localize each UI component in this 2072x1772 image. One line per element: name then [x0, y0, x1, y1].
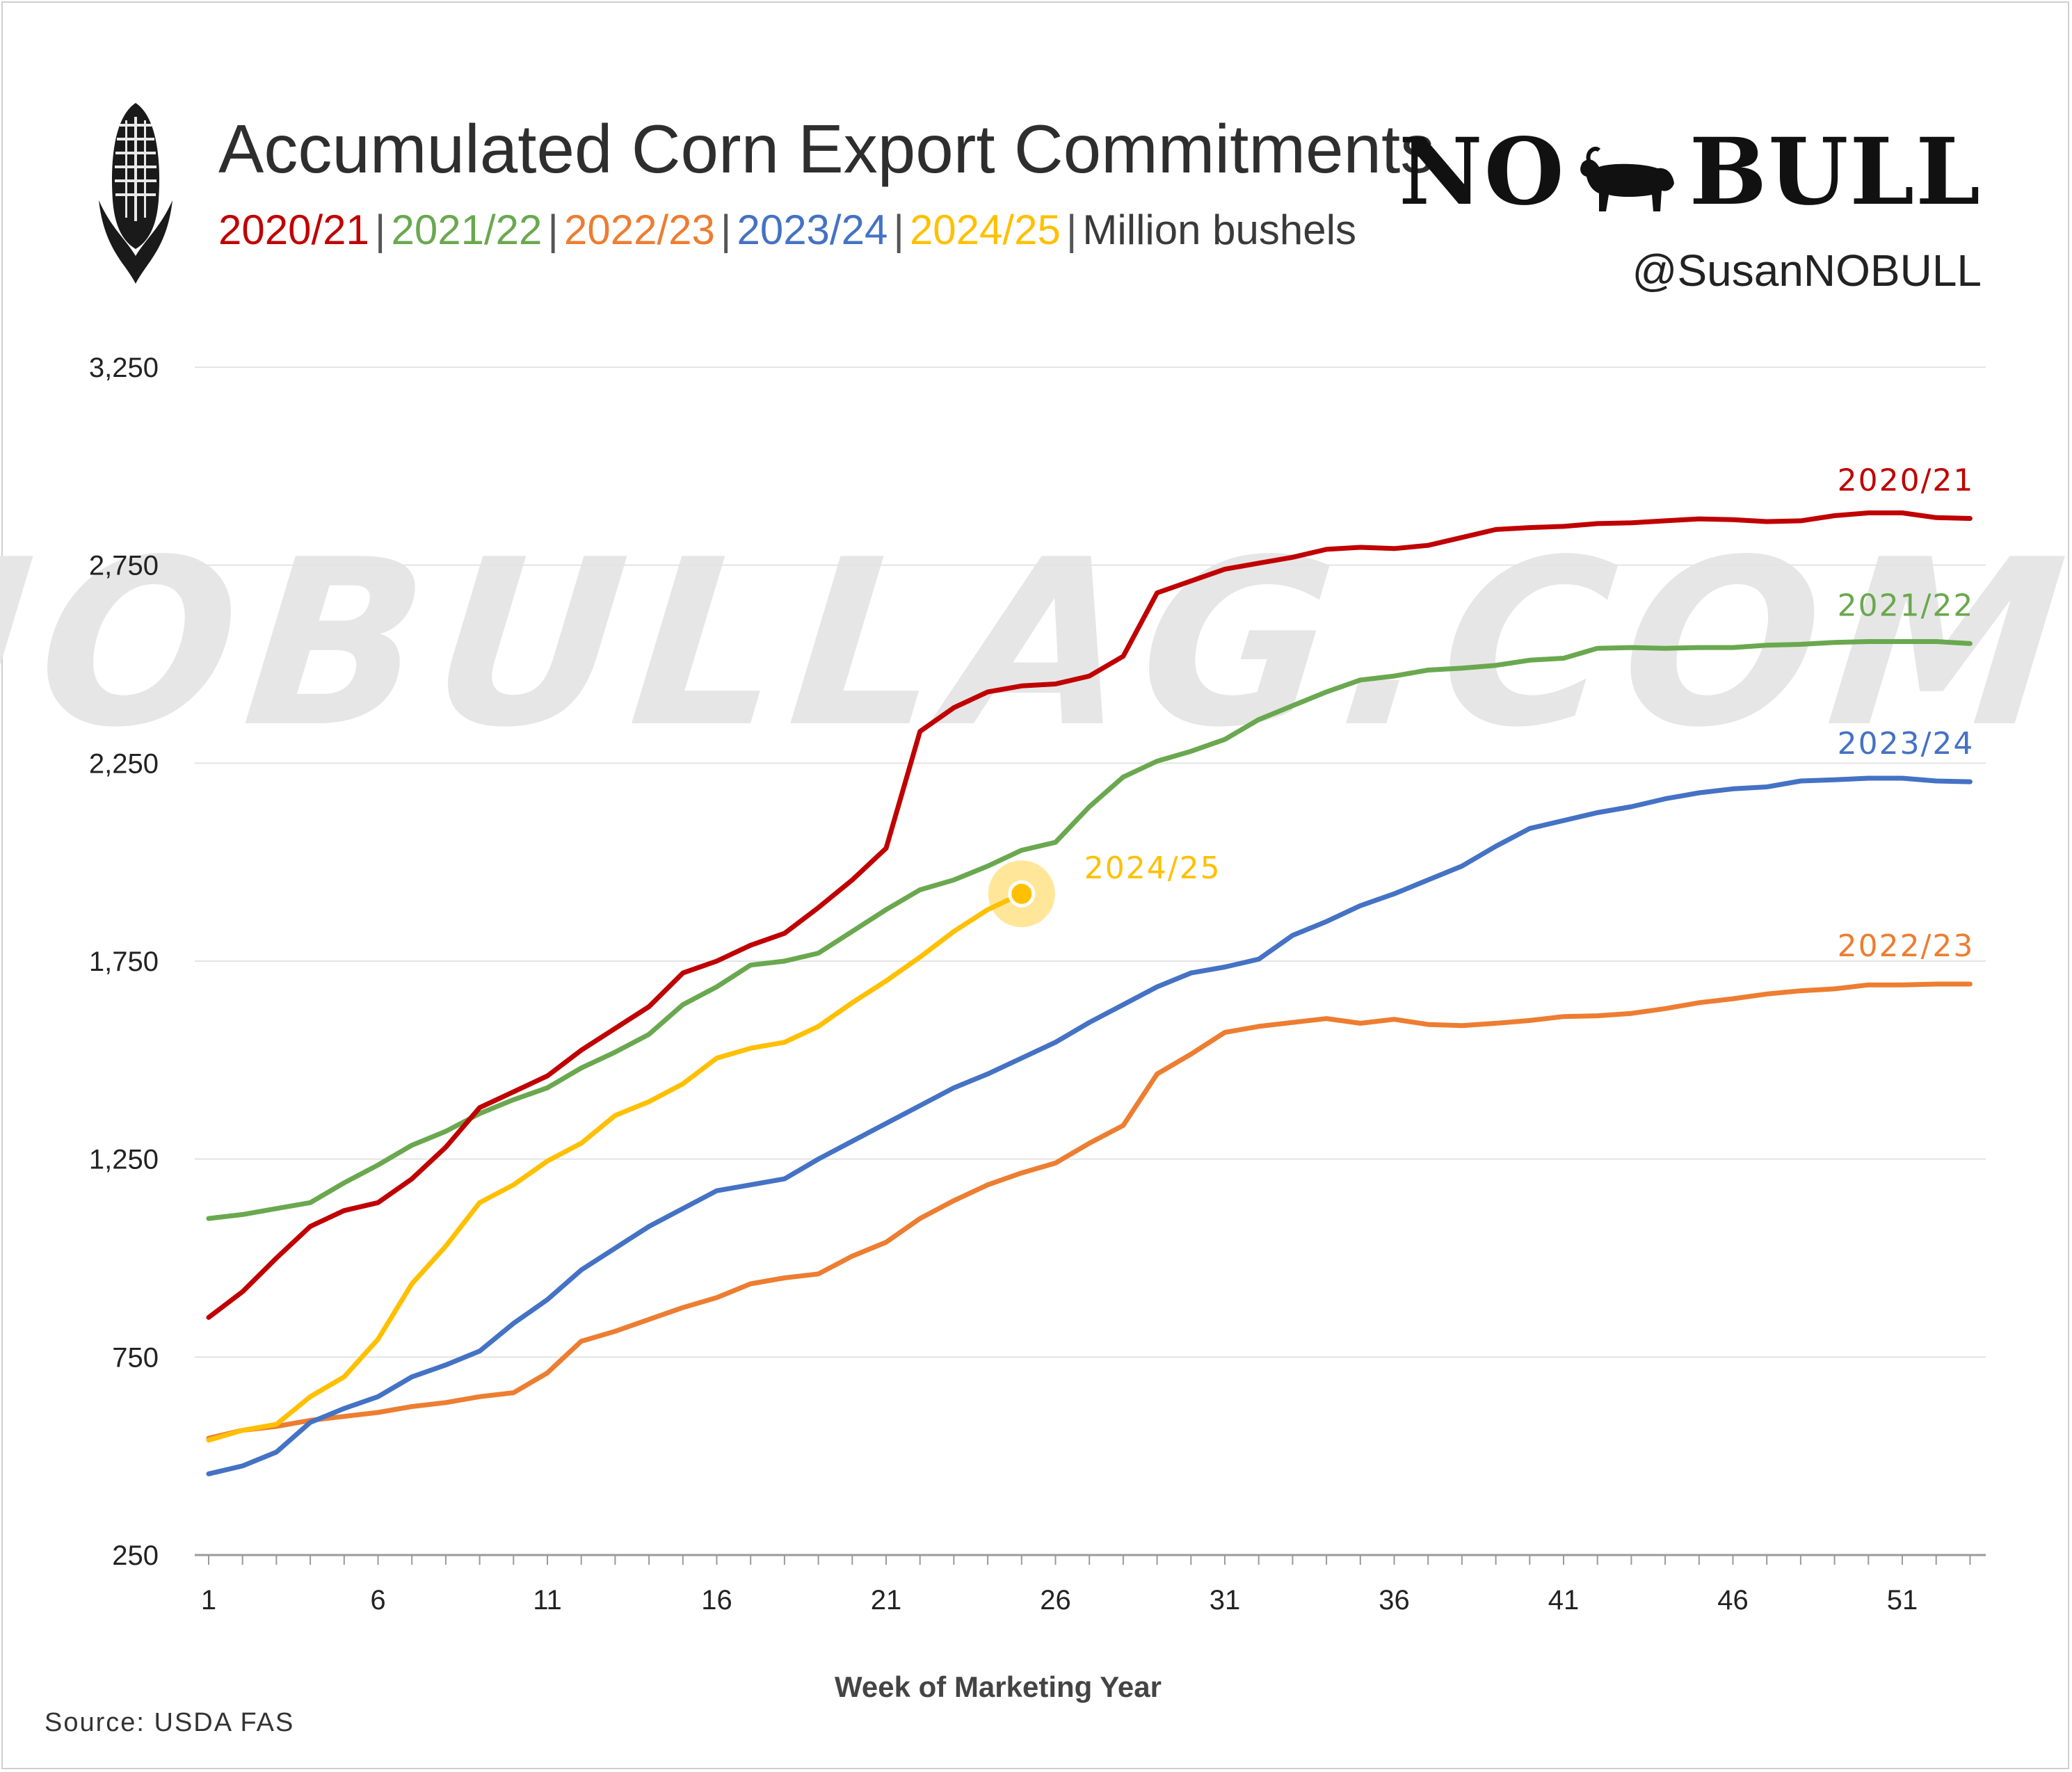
- bull-icon: [1580, 146, 1674, 211]
- subtitle-separator: |: [547, 207, 559, 253]
- series-line-2024-25: [206, 891, 1025, 1443]
- series-label-2020-21: 2020/21: [1838, 462, 1975, 498]
- corn-icon: [99, 103, 172, 284]
- y-tick-label: 750: [112, 1342, 159, 1373]
- x-tick-label: 26: [1040, 1585, 1071, 1616]
- y-tick-label: 1,750: [89, 947, 159, 977]
- subtitle-season-2021-22: 2021/22: [391, 207, 543, 253]
- x-axis-title: Week of Marketing Year: [835, 1670, 1162, 1703]
- series-lines: [206, 510, 1973, 1476]
- y-tick-label: 3,250: [89, 353, 159, 383]
- subtitle-season-2022-23: 2022/23: [563, 207, 715, 253]
- series-line-2020-21: [206, 510, 1973, 1320]
- subtitle-separator: |: [893, 207, 904, 253]
- social-handle: @SusanNOBULL: [1632, 245, 1982, 296]
- y-tick-label: 2,750: [89, 551, 159, 581]
- y-tick-label: 1,250: [89, 1145, 159, 1175]
- series-line-2023-24: [206, 775, 1973, 1476]
- logo-text-no: NO: [1399, 118, 1566, 226]
- x-tick-label: 41: [1548, 1585, 1580, 1616]
- x-tick-label: 21: [871, 1585, 902, 1616]
- y-tick-label: 250: [112, 1540, 159, 1571]
- latest-point-marker: [1008, 880, 1036, 908]
- subtitle-units: Million bushels: [1082, 207, 1356, 253]
- x-tick-label: 31: [1210, 1585, 1241, 1616]
- series-line-2021-22: [206, 639, 1973, 1221]
- subtitle-separator: |: [1066, 207, 1077, 253]
- y-tick-label: 2,250: [89, 748, 159, 779]
- series-labels: 2020/21 2021/22 2022/23 2023/24 2024/25: [1084, 462, 1975, 964]
- x-tick-label: 11: [533, 1585, 562, 1616]
- series-label-2024-25: 2024/25: [1084, 851, 1221, 886]
- source-note: Source: USDA FAS: [45, 1708, 295, 1737]
- series-line-2022-23: [206, 981, 1973, 1441]
- chart-subtitle: 2020/21 | 2021/22 | 2022/23 | 2023/24 | 2024/25 |…: [218, 206, 1356, 254]
- subtitle-season-2020-21: 2020/21: [218, 207, 369, 253]
- x-tick-label: 6: [370, 1585, 385, 1616]
- logo-text-bull: BULL: [1689, 118, 1982, 226]
- chart-title: Accumulated Corn Export Commitments: [218, 111, 1435, 187]
- subtitle-separator: |: [720, 207, 732, 253]
- x-tick-label: 16: [701, 1585, 732, 1616]
- x-tick-label: 51: [1887, 1585, 1918, 1616]
- series-label-2023-24: 2023/24: [1838, 726, 1975, 762]
- series-label-2022-23: 2022/23: [1838, 928, 1975, 964]
- series-label-2021-22: 2021/22: [1838, 588, 1975, 623]
- gridlines: [195, 367, 1986, 1358]
- x-tick-label: 1: [201, 1585, 216, 1616]
- x-tick-label: 36: [1379, 1585, 1410, 1616]
- subtitle-separator: |: [374, 207, 386, 253]
- x-tick-label: 46: [1717, 1585, 1749, 1616]
- subtitle-season-2023-24: 2023/24: [737, 207, 888, 253]
- nobull-logo: NO BULL: [1399, 118, 1982, 226]
- watermark-text: NOBULLAG.COM: [0, 511, 2072, 778]
- subtitle-season-2024-25: 2024/25: [909, 207, 1061, 253]
